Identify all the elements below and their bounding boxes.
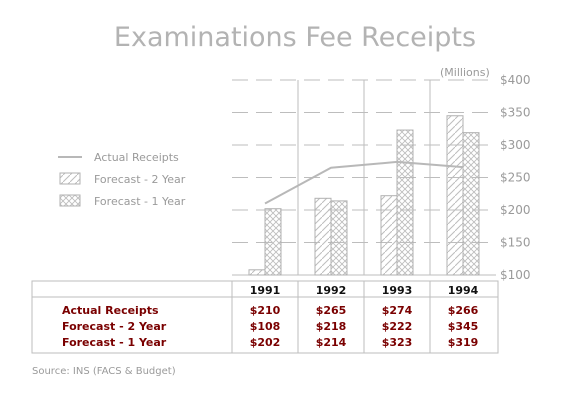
row-label-actual: Actual Receipts [62,304,159,317]
bar-forecast-1yr-1991 [264,208,282,276]
cell-forecast2-1991: $108 [250,320,281,333]
actual-line-layer [264,160,464,205]
year-header-1992: 1992 [316,284,347,297]
cell-forecast1-1994: $319 [448,336,479,349]
cell-actual-1994: $266 [448,304,479,317]
bar-forecast-2yr-1994 [446,115,464,276]
y-axis-ticks: $100 $150 $200 $250 $300 $350 $400 [500,73,531,282]
cell-forecast1-1993: $323 [382,336,413,349]
y-tick-label: $250 [500,171,531,185]
bar-forecast-1yr-1994 [462,132,480,276]
cell-forecast2-1993: $222 [382,320,413,333]
year-header-1994: 1994 [448,284,479,297]
legend: Actual Receipts Forecast - 2 Year Foreca… [58,151,186,208]
y-tick-label: $100 [500,268,531,282]
legend-crosshatch-swatch [59,194,81,207]
year-header-1993: 1993 [382,284,413,297]
legend-label-forecast-2yr: Forecast - 2 Year [94,173,186,186]
row-label-forecast-1yr: Forecast - 1 Year [62,336,167,349]
y-tick-label: $300 [500,138,531,152]
data-table: 1991 1992 1993 1994 Actual Receipts $210… [31,280,499,354]
bar-forecast-2yr-1992 [314,197,332,276]
cell-actual-1993: $274 [382,304,413,317]
cell-forecast2-1992: $218 [316,320,347,333]
row-label-forecast-2yr: Forecast - 2 Year [62,320,167,333]
cell-forecast2-1994: $345 [448,320,479,333]
cell-actual-1991: $210 [250,304,281,317]
bar-forecast-2yr-1993 [380,195,398,276]
source-note: Source: INS (FACS & Budget) [32,366,176,377]
year-header-1991: 1991 [250,284,281,297]
bar-forecast-1yr-1992 [330,200,348,276]
unit-label: (Millions) [440,66,490,79]
actual-receipts-line [264,160,464,205]
chart-title: Examinations Fee Receipts [114,22,476,53]
legend-label-actual: Actual Receipts [94,151,179,164]
cell-forecast1-1991: $202 [250,336,281,349]
legend-diagonal-swatch [59,172,81,185]
y-tick-label: $400 [500,73,531,87]
bars [248,115,480,276]
y-tick-label: $200 [500,203,531,217]
legend-label-forecast-1yr: Forecast - 1 Year [94,195,186,208]
cell-actual-1992: $265 [316,304,347,317]
bar-forecast-2yr-1991 [248,269,266,276]
y-tick-label: $350 [500,106,531,120]
bar-forecast-1yr-1993 [396,129,414,276]
y-tick-label: $150 [500,236,531,250]
table-border [31,280,499,354]
cell-forecast1-1992: $214 [316,336,347,349]
